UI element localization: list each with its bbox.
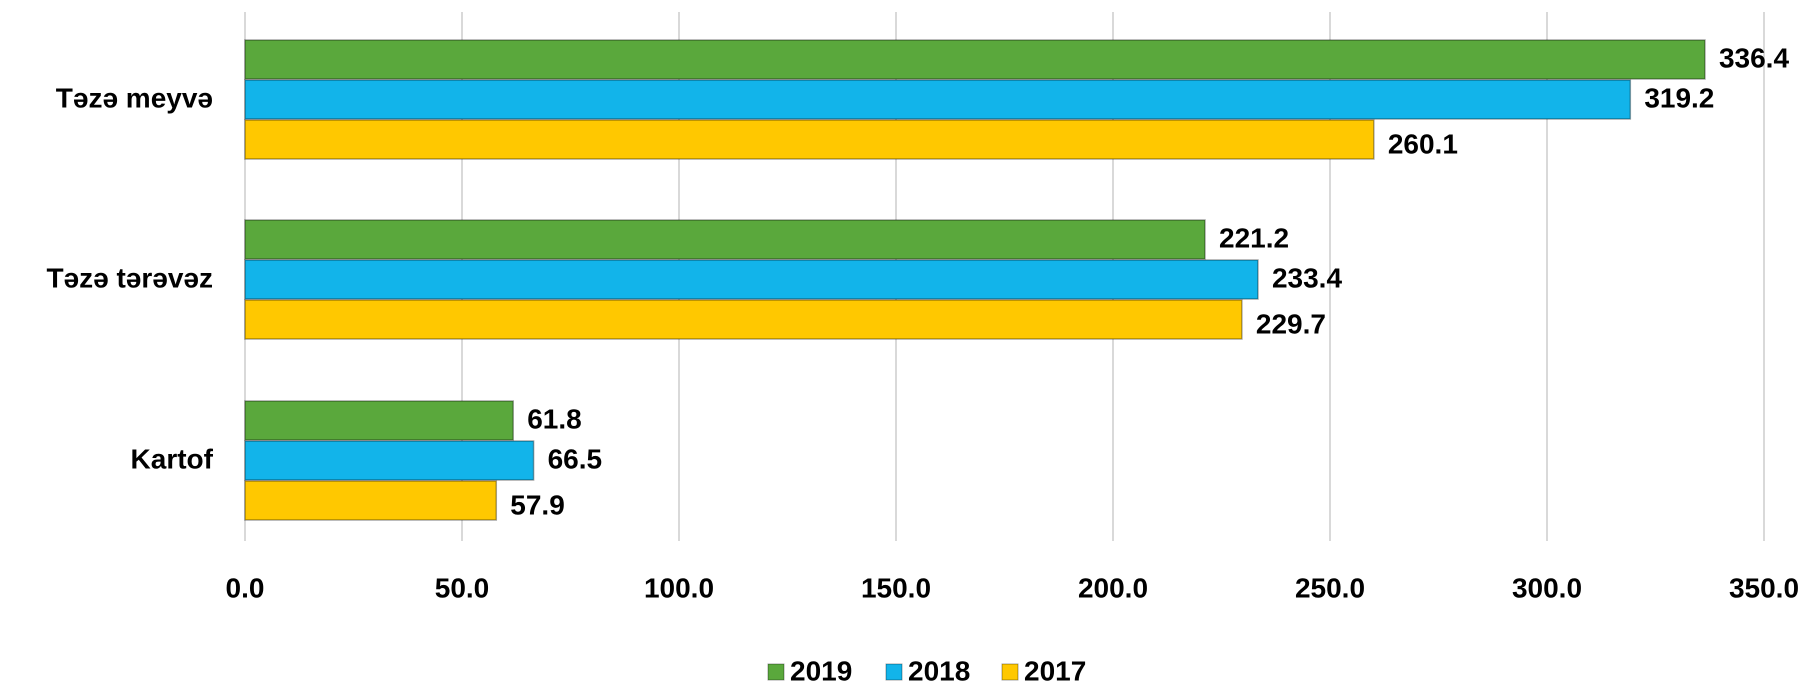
value-label: 57.9 bbox=[510, 489, 565, 520]
bar bbox=[244, 39, 1706, 80]
value-label: 229.7 bbox=[1256, 308, 1326, 339]
legend-swatch bbox=[885, 663, 903, 681]
legend-swatch bbox=[1001, 663, 1019, 681]
x-tick-label: 350.0 bbox=[1729, 572, 1799, 603]
value-label: 221.2 bbox=[1219, 222, 1289, 253]
bar bbox=[244, 79, 1632, 120]
value-label: 336.4 bbox=[1719, 42, 1789, 73]
category-label: Təzə tərəvəz bbox=[46, 262, 213, 293]
value-label: 260.1 bbox=[1388, 128, 1458, 159]
legend-label: 2017 bbox=[1024, 655, 1086, 686]
legend-label: 2018 bbox=[908, 655, 970, 686]
x-tick-label: 250.0 bbox=[1295, 572, 1365, 603]
bar bbox=[244, 299, 1243, 340]
category-label: Kartof bbox=[131, 443, 214, 474]
x-tick-label: 100.0 bbox=[644, 572, 714, 603]
bar bbox=[244, 440, 535, 481]
bar bbox=[244, 400, 514, 441]
x-tick-label: 150.0 bbox=[861, 572, 931, 603]
bar bbox=[244, 219, 1206, 260]
value-label: 66.5 bbox=[548, 443, 603, 474]
category-label: Təzə meyvə bbox=[56, 82, 213, 113]
value-label: 233.4 bbox=[1272, 262, 1342, 293]
value-label: 61.8 bbox=[527, 403, 582, 434]
x-tick-label: 200.0 bbox=[1078, 572, 1148, 603]
x-tick-label: 50.0 bbox=[435, 572, 490, 603]
legend-label: 2019 bbox=[790, 655, 852, 686]
bar bbox=[244, 480, 498, 521]
legend-swatch bbox=[767, 663, 785, 681]
bar bbox=[244, 259, 1259, 300]
bar bbox=[244, 119, 1375, 160]
x-tick-label: 0.0 bbox=[226, 572, 265, 603]
x-tick-label: 300.0 bbox=[1512, 572, 1582, 603]
value-label: 319.2 bbox=[1644, 82, 1714, 113]
